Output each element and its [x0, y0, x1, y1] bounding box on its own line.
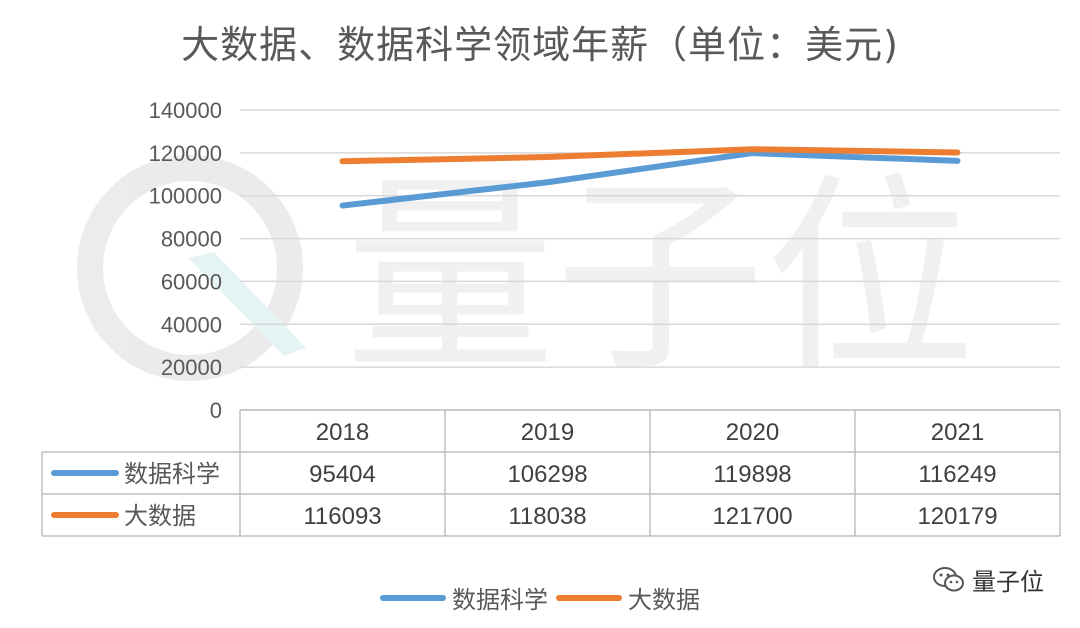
y-tick-label: 80000: [161, 227, 222, 252]
y-tick-label: 0: [210, 398, 222, 423]
data-label: 116093: [303, 503, 381, 530]
table-series-name: 大数据: [124, 502, 196, 530]
legend-label: 大数据: [628, 586, 700, 614]
data-label: 118038: [508, 503, 586, 530]
y-tick-label: 20000: [161, 355, 222, 380]
legend-item: 数据科学: [380, 580, 548, 615]
table-series-name: 数据科学: [124, 460, 220, 488]
data-label: 119898: [713, 461, 791, 488]
wechat-icon: [933, 566, 964, 591]
watermark-logo: 量子位: [77, 155, 975, 400]
x-tick-label: 2020: [726, 419, 779, 446]
series-line-2: [339, 146, 961, 165]
legend-swatch: [380, 594, 446, 601]
data-label: 95404: [309, 461, 376, 488]
y-tick-label: 140000: [149, 98, 222, 123]
data-label: 120179: [917, 503, 997, 530]
x-tick-label: 2018: [316, 419, 369, 446]
data-label: 106298: [507, 461, 587, 488]
x-tick-label: 2021: [931, 419, 984, 446]
legend-label: 数据科学: [452, 586, 548, 614]
series-line-1: [339, 150, 961, 209]
y-tick-label: 120000: [149, 141, 222, 166]
watermark-tag: 量子位: [932, 562, 1044, 597]
x-tick-label: 2019: [521, 419, 574, 446]
watermark-text: 量子位: [972, 568, 1044, 596]
legend-swatch: [556, 594, 622, 601]
y-tick-label: 40000: [161, 312, 222, 337]
chart-title: 大数据、数据科学领域年薪（单位：美元): [181, 23, 899, 67]
legend-item: 大数据: [556, 580, 700, 615]
y-tick-label: 60000: [161, 269, 222, 294]
data-label: 116249: [918, 461, 996, 488]
chart-legend: 数据科学 大数据: [0, 580, 1080, 615]
y-tick-label: 100000: [149, 184, 222, 209]
data-label: 121700: [712, 503, 792, 530]
